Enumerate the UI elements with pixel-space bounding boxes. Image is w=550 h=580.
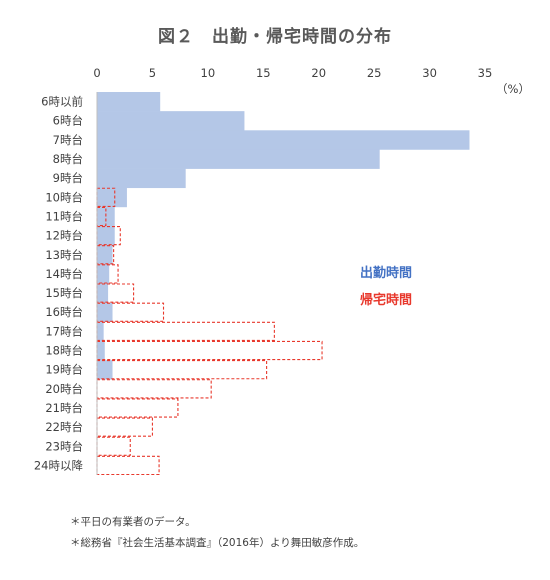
bar-commute-14 <box>97 360 113 380</box>
footnote-2: ＊総務省『社会生活基本調査』（2016年）より舞田敏彦作成。 <box>70 537 365 549</box>
x-tick-label: 35 <box>478 66 493 80</box>
category-label: 10時台 <box>45 190 83 204</box>
x-tick-label: 5 <box>149 66 156 80</box>
bar-commute-1 <box>97 111 245 131</box>
bar-commute-6 <box>97 206 115 227</box>
x-tick-label: 10 <box>201 66 216 80</box>
bar-commute-5 <box>97 187 127 208</box>
bar-return-16 <box>96 398 179 418</box>
category-label: 9時台 <box>53 171 83 185</box>
category-label: 6時台 <box>53 114 83 128</box>
bar-commute-13 <box>97 340 105 361</box>
bar-commute-12 <box>97 321 104 342</box>
category-label: 16時台 <box>45 305 83 319</box>
bar-return-17 <box>96 417 153 437</box>
category-label: 17時台 <box>45 324 83 338</box>
category-label: 18時台 <box>45 344 83 358</box>
bar-commute-7 <box>97 226 115 246</box>
x-axis-unit-label: （%） <box>496 82 530 96</box>
category-label: 8時台 <box>53 152 83 166</box>
bar-commute-11 <box>97 302 113 323</box>
category-label: 12時台 <box>45 229 83 243</box>
chart-title: 図２ 出勤・帰宅時間の分布 <box>158 27 392 47</box>
category-label: 22時台 <box>45 420 83 434</box>
bar-return-7 <box>96 226 121 246</box>
category-label: 21時台 <box>45 401 83 415</box>
category-label: 24時以降 <box>34 458 84 472</box>
category-label: 20時台 <box>45 382 83 396</box>
x-tick-label: 15 <box>256 66 271 80</box>
bar-commute-3 <box>97 149 380 169</box>
legend-return: 帰宅時間 <box>360 292 412 308</box>
bar-return-15 <box>96 379 212 399</box>
category-label: 6時以前 <box>41 95 83 109</box>
bar-commute-8 <box>97 245 113 265</box>
category-label: 14時台 <box>45 267 83 281</box>
bar-return-18 <box>96 436 131 456</box>
bar-return-12 <box>96 321 275 341</box>
x-tick-label: 25 <box>367 66 382 80</box>
bar-return-14 <box>96 360 268 380</box>
bar-commute-10 <box>97 283 109 303</box>
bar-return-13 <box>96 340 323 361</box>
category-label: 13時台 <box>45 248 83 262</box>
bar-commute-9 <box>97 264 110 284</box>
category-label: 23時台 <box>45 439 83 453</box>
x-tick-label: 20 <box>311 66 326 80</box>
footnote-1: ＊平日の有業者のデータ。 <box>70 516 196 528</box>
bar-return-9 <box>96 264 119 284</box>
bar-commute-4 <box>97 168 186 189</box>
bar-return-6 <box>96 206 107 227</box>
x-tick-label: 0 <box>93 66 100 80</box>
bar-commute-0 <box>97 92 161 112</box>
category-label: 7時台 <box>53 133 83 147</box>
x-tick-label: 30 <box>422 66 437 80</box>
legend-commute: 出勤時間 <box>360 265 412 281</box>
category-label: 11時台 <box>45 209 83 223</box>
bar-commute-2 <box>97 130 470 150</box>
category-label: 15時台 <box>45 286 83 300</box>
bar-return-19 <box>96 455 160 476</box>
category-label: 19時台 <box>45 363 83 377</box>
